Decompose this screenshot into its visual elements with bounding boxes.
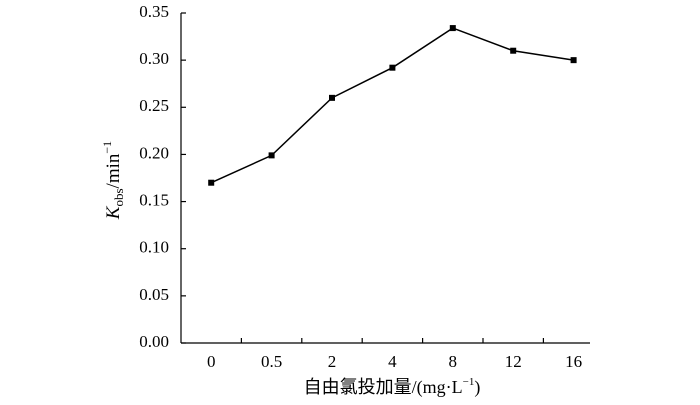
y-tick-label: 0.20 xyxy=(139,143,169,162)
x-tick-label: 4 xyxy=(388,352,397,371)
x-axis-label: 自由氯投加量/(mg·L−1) xyxy=(304,376,481,399)
x-label-superscript: −1 xyxy=(463,376,475,388)
line xyxy=(210,27,574,184)
y-label-unit: /min xyxy=(103,153,124,188)
x-tick-label: 0.5 xyxy=(261,352,282,371)
y-axis-label: Kobs/min−1 xyxy=(100,141,126,220)
x-tick-label: 12 xyxy=(505,352,522,371)
y-tick-label: 0.30 xyxy=(139,49,169,68)
point xyxy=(449,25,456,32)
x-tick-label: 8 xyxy=(449,352,458,371)
y-tick-label: 0.00 xyxy=(139,332,169,351)
y-tick-label: 0.25 xyxy=(139,96,169,115)
point xyxy=(329,94,335,101)
point xyxy=(510,47,517,54)
y-tick-label: 0.05 xyxy=(139,285,169,304)
x-label-close: ) xyxy=(474,377,480,398)
point xyxy=(208,179,215,186)
y-label-superscript: −1 xyxy=(100,141,114,154)
y-tick-label: 0.10 xyxy=(139,238,169,257)
x-tick-label: 2 xyxy=(328,352,337,371)
point xyxy=(268,152,275,159)
x-tick-label: 16 xyxy=(565,352,582,371)
x-tick-label: 0 xyxy=(207,352,216,371)
y-tick-label: 0.15 xyxy=(139,190,169,209)
x-label-text: 自由氯投加量/(mg·L xyxy=(304,377,463,398)
y-tick-label: 0.35 xyxy=(139,2,169,21)
y-label-symbol: K xyxy=(103,205,124,220)
y-label-subscript: obs xyxy=(111,188,126,206)
point xyxy=(570,57,577,64)
point xyxy=(389,64,396,71)
